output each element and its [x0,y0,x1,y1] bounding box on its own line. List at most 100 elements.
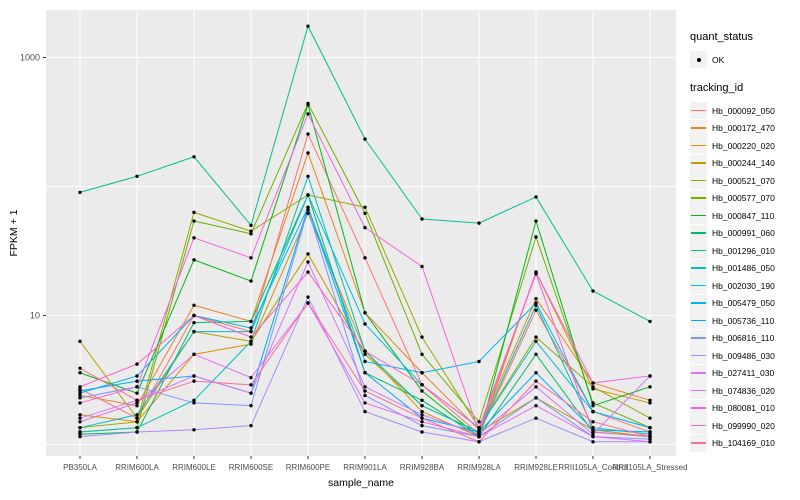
data-point [420,420,424,424]
data-point [192,374,196,378]
data-point [477,434,481,439]
data-point [306,151,310,155]
x-tick-label: RRII105LA_Stressed [612,463,687,472]
x-tick-label: RRIM928LA [457,463,501,472]
data-point [420,398,424,403]
data-point [648,319,652,324]
data-point [591,420,595,424]
legend-key [690,51,707,68]
legend-item-Hb_000577_070: Hb_000577_070 [690,189,775,207]
x-tick-label: RRIM928LE [514,463,558,472]
data-point [192,320,196,325]
legend-item-Hb_027411_030: Hb_027411_030 [690,364,775,382]
data-point [249,256,253,260]
data-point [477,221,481,225]
data-point [534,385,538,389]
data-point [648,425,652,430]
data-point [420,413,424,417]
data-point [591,434,595,439]
data-point [135,398,139,403]
data-point [363,322,367,326]
data-point [534,371,538,375]
line-swatch-icon [691,442,706,444]
data-point [420,430,424,434]
data-point [192,379,196,383]
data-point [477,359,481,364]
data-point [192,329,196,334]
line-swatch-icon [691,284,706,287]
line-swatch-icon [691,179,706,182]
x-axis-title: sample_name [328,477,394,489]
legend-key [690,102,707,119]
data-point [648,374,652,378]
legend-item-Hb_006816_110: Hb_006816_110 [690,329,775,347]
legend-key [690,329,707,347]
data-point [192,210,196,215]
legend-key [690,189,707,207]
data-point [534,296,538,301]
data-point [648,440,652,444]
data-point [420,371,424,375]
data-point [249,329,253,334]
data-point [249,326,253,330]
y-tick-label: 1000 [20,53,40,63]
legend-label: Hb_000220_020 [712,140,775,151]
y-tick-label: 10 [30,311,40,321]
data-point [591,403,595,408]
data-point [78,425,82,430]
data-point [306,252,310,256]
line-swatch-icon [691,407,706,409]
legend-label: Hb_000577_070 [712,193,775,203]
legend-item-Hb_074836_020: Hb_074836_020 [690,382,775,399]
data-point [420,383,424,387]
legend-label: OK [712,54,725,65]
legend-key [690,417,707,434]
line-swatch-icon [691,232,706,234]
legend-item-Hb_005736_110: Hb_005736_110 [690,312,775,329]
data-point [135,413,139,417]
data-point [249,339,253,344]
legend-label: Hb_000092_050 [712,105,775,116]
data-point [477,420,481,424]
legend-key [690,119,707,137]
legend-label: Hb_027411_030 [712,368,775,378]
data-point [135,401,139,405]
legend-item-quant-status: OK [690,51,775,68]
legend-item-Hb_001296_010: Hb_001296_010 [690,242,775,259]
x-tick-label: RRIM600LE [172,463,216,472]
data-point [363,385,367,389]
legend-tracking-id-items: Hb_000092_050 Hb_000172_470 Hb_000220_020 H… [690,102,775,452]
data-point [192,401,196,405]
data-point [192,352,196,357]
legend-item-Hb_002030_190: Hb_002030_190 [690,277,775,294]
data-point [135,385,139,389]
data-point [78,416,82,420]
data-point [363,409,367,414]
line-swatch-icon [691,354,706,357]
x-tick-label: RRIM928BA [400,463,445,472]
data-point [135,430,139,434]
legend-key [690,294,707,312]
data-point [306,260,310,264]
data-point [78,434,82,439]
legend-label: Hb_005736_110 [712,315,775,326]
data-point [135,403,139,408]
data-point [306,103,310,107]
data-point [249,232,253,236]
data-point [477,425,481,430]
legend-item-Hb_099990_020: Hb_099990_020 [690,417,775,434]
data-point [534,335,538,339]
data-point [534,379,538,383]
legend-item-Hb_005479_050: Hb_005479_050 [690,294,775,312]
data-point [135,391,139,395]
data-point [192,236,196,240]
data-point [192,219,196,223]
legend-key [690,242,707,259]
legend-item-Hb_000244_140: Hb_000244_140 [690,154,775,172]
line-swatch-icon [691,249,706,252]
line-swatch-icon [691,337,706,339]
data-point [135,374,139,378]
data-point [648,401,652,405]
